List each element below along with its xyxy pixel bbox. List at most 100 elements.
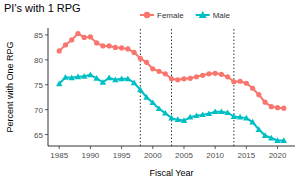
data-point	[237, 114, 244, 120]
data-point	[224, 109, 231, 115]
data-point	[274, 137, 281, 143]
y-tick-label: 70	[34, 106, 43, 115]
data-point	[243, 115, 250, 121]
data-point	[69, 37, 74, 42]
data-point	[163, 71, 168, 76]
y-tick-label: 85	[34, 31, 43, 40]
data-point	[244, 81, 249, 86]
data-point	[219, 72, 224, 77]
x-tick-label: 2020	[269, 151, 287, 160]
x-tick-label: 2015	[237, 151, 255, 160]
data-point	[63, 42, 68, 47]
data-point	[238, 79, 243, 84]
y-tick-label: 80	[34, 56, 43, 65]
y-tick-label: 75	[34, 81, 43, 90]
data-point	[200, 73, 205, 78]
y-tick	[45, 134, 48, 135]
x-tick	[277, 146, 278, 149]
data-point	[81, 73, 88, 79]
data-point	[212, 108, 219, 114]
x-tick-label: 2000	[144, 151, 162, 160]
data-point	[249, 119, 256, 125]
data-point	[106, 75, 113, 81]
data-point	[112, 77, 119, 83]
x-tick-label: 1990	[82, 151, 100, 160]
data-point	[199, 111, 206, 117]
data-point	[281, 106, 286, 111]
series-line	[59, 75, 284, 141]
data-point	[131, 50, 136, 55]
x-tick	[215, 146, 216, 149]
x-axis-title: Fiscal Year	[149, 168, 193, 178]
x-tick	[246, 146, 247, 149]
data-point	[225, 74, 230, 79]
data-point	[275, 105, 280, 110]
legend-marker	[144, 12, 150, 18]
data-point	[75, 74, 82, 80]
legend-label: Male	[213, 11, 231, 20]
data-point	[87, 72, 94, 78]
data-point	[150, 66, 155, 71]
data-point	[256, 126, 263, 132]
x-tick-label: 1995	[113, 151, 131, 160]
title: PI's with 1 RPG	[4, 2, 81, 14]
y-tick	[45, 34, 48, 35]
data-point	[181, 76, 186, 81]
y-tick	[45, 59, 48, 60]
data-point	[100, 79, 107, 85]
legend: Female Male	[140, 11, 231, 20]
y-tick	[45, 84, 48, 85]
chart: PI's with 1 RPGFemaleMale657075808519851…	[0, 0, 300, 180]
data-point	[250, 86, 255, 91]
x-tick-label: 2010	[206, 151, 224, 160]
data-point	[218, 108, 225, 114]
y-tick	[45, 109, 48, 110]
data-point	[206, 71, 211, 76]
data-point	[213, 71, 218, 76]
reference-line	[233, 28, 234, 146]
data-point	[75, 31, 80, 36]
series-line	[59, 33, 284, 108]
plot-area	[56, 28, 287, 146]
legend-marker	[199, 11, 207, 18]
data-point	[137, 86, 144, 92]
data-point	[68, 75, 75, 81]
data-point	[269, 104, 274, 109]
data-point	[125, 46, 130, 51]
data-point	[193, 112, 200, 118]
data-point	[138, 56, 143, 61]
data-point	[175, 77, 180, 82]
data-point	[156, 105, 163, 111]
data-point	[231, 113, 238, 119]
data-point	[206, 110, 213, 116]
data-point	[262, 100, 267, 105]
x-tick	[183, 146, 184, 149]
y-axis-title: Percent with One RPG	[5, 41, 15, 132]
data-point	[82, 35, 87, 40]
data-point	[93, 75, 100, 81]
data-point	[174, 116, 181, 122]
data-point	[162, 110, 169, 116]
reference-line	[171, 28, 172, 146]
y-axis-line	[48, 28, 49, 146]
data-point	[62, 74, 69, 80]
data-point	[143, 94, 150, 100]
data-point	[256, 92, 261, 97]
data-point	[56, 81, 63, 87]
data-point	[119, 45, 124, 50]
x-tick-label: 2005	[175, 151, 193, 160]
x-tick	[152, 146, 153, 149]
data-point	[281, 137, 288, 143]
legend-label: Female	[157, 11, 184, 20]
data-point	[107, 43, 112, 48]
data-point	[231, 79, 236, 84]
data-point	[169, 76, 174, 81]
x-tick	[121, 146, 122, 149]
data-point	[194, 74, 199, 79]
data-point	[150, 99, 157, 105]
data-point	[88, 34, 93, 39]
data-point	[100, 43, 105, 48]
data-point	[94, 40, 99, 45]
x-tick	[59, 146, 60, 149]
data-point	[113, 45, 118, 50]
